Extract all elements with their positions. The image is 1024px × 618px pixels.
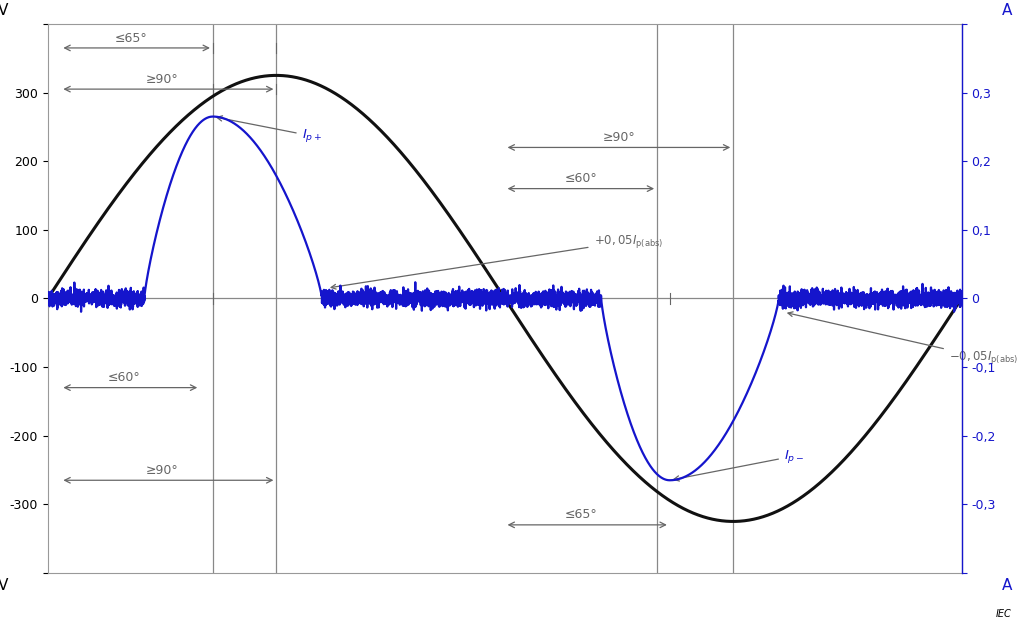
Text: $-0,05I_{\mathregular{p(abs)}}$: $-0,05I_{\mathregular{p(abs)}}$ — [788, 312, 1018, 366]
Text: V: V — [0, 4, 8, 19]
Text: A: A — [1001, 4, 1012, 19]
Text: ≥90°: ≥90° — [145, 73, 178, 86]
Text: ≥90°: ≥90° — [602, 131, 635, 144]
Text: ≤60°: ≤60° — [108, 371, 140, 384]
Text: A: A — [1001, 578, 1012, 593]
Text: ≥90°: ≥90° — [145, 464, 178, 477]
Text: V: V — [0, 578, 8, 593]
Text: $+0,05I_{\mathregular{p(abs)}}$: $+0,05I_{\mathregular{p(abs)}}$ — [331, 232, 663, 289]
Text: $I_{p-}$: $I_{p-}$ — [674, 447, 804, 481]
Text: ≤60°: ≤60° — [564, 172, 597, 185]
Text: ≤65°: ≤65° — [564, 509, 597, 522]
Text: $I_{p+}$: $I_{p+}$ — [217, 116, 322, 145]
Text: IEC: IEC — [996, 609, 1012, 618]
Text: ≤65°: ≤65° — [116, 32, 147, 44]
